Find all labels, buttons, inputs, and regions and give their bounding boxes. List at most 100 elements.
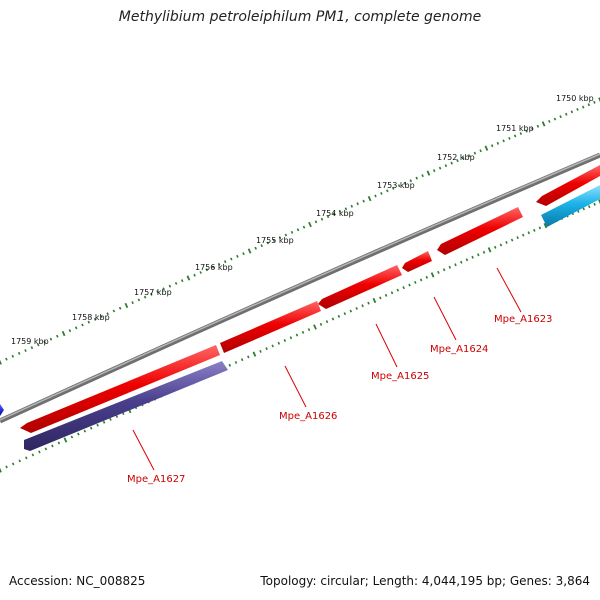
gene-label: Mpe_A1624: [430, 344, 488, 355]
minor-tick: [44, 447, 48, 451]
gene-arrow-offscreen-left[interactable]: [0, 404, 4, 416]
genome-backbone-highlight: [0, 153, 600, 421]
minor-tick: [525, 129, 528, 133]
minor-tick: [278, 236, 282, 240]
minor-tick: [272, 238, 276, 242]
minor-tick: [519, 132, 523, 136]
minor-tick: [462, 156, 465, 160]
minor-tick: [230, 257, 233, 261]
minor-tick: [493, 245, 497, 249]
minor-tick: [565, 112, 568, 116]
minor-tick: [384, 293, 388, 297]
gene-arrow-mpe-a1627-forward[interactable]: [20, 345, 220, 433]
minor-tick: [402, 286, 405, 290]
major-tick: [308, 221, 312, 228]
major-tick: [367, 195, 372, 202]
minor-tick: [131, 301, 134, 305]
leader-line: [284, 365, 307, 408]
major-tick: [543, 222, 548, 229]
minor-tick: [448, 265, 452, 269]
minor-tick: [11, 354, 15, 358]
minor-tick: [473, 151, 477, 155]
gene-arrow-mpe-a1624[interactable]: [402, 251, 432, 272]
minor-tick: [234, 360, 238, 364]
minor-tick: [223, 260, 227, 264]
tick-label: 1751 kbp: [496, 124, 534, 133]
minor-tick: [87, 320, 91, 324]
leader-line: [375, 323, 398, 368]
minor-tick: [31, 453, 35, 457]
minor-tick: [425, 275, 429, 279]
minor-tick: [344, 207, 348, 211]
minor-tick: [199, 271, 202, 274]
minor-tick: [559, 115, 562, 119]
gene-arrow-mpe-a1625[interactable]: [318, 265, 402, 309]
minor-tick: [193, 273, 196, 277]
major-tick: [313, 324, 317, 330]
minor-tick: [290, 230, 294, 234]
minor-tick: [17, 351, 21, 355]
minor-tick: [477, 253, 480, 257]
minor-tick: [521, 233, 525, 237]
minor-tick: [553, 117, 557, 121]
gene-arrow-mpe-a1627[interactable]: [24, 361, 228, 451]
minor-tick: [296, 228, 300, 232]
minor-tick: [415, 176, 418, 180]
minor-tick: [456, 159, 459, 163]
minor-tick: [350, 204, 354, 208]
major-tick: [124, 302, 129, 309]
minor-tick: [396, 288, 400, 292]
minor-tick: [505, 240, 508, 244]
minor-tick: [570, 110, 574, 114]
minor-tick: [444, 164, 448, 168]
minor-tick: [81, 323, 84, 327]
minor-tick: [516, 236, 519, 240]
minor-tick: [89, 426, 93, 430]
map-title: Methylibium petroleiphilum PM1, complete…: [118, 9, 482, 25]
leader-line: [496, 267, 522, 313]
minor-tick: [454, 263, 457, 267]
minor-tick: [465, 258, 469, 262]
minor-tick: [137, 298, 141, 302]
minor-tick: [57, 441, 61, 445]
minor-tick: [93, 317, 97, 321]
minor-tick: [587, 103, 591, 107]
minor-tick: [112, 309, 116, 313]
tick-label: 1750 kbp: [556, 94, 594, 103]
minor-tick: [83, 429, 87, 433]
minor-tick: [18, 459, 22, 463]
gene-arrow-mpe-a1626[interactable]: [220, 301, 321, 353]
gene-arrow-offscreen-forward[interactable]: [536, 165, 600, 206]
minor-tick: [326, 215, 330, 219]
minor-tick: [581, 105, 585, 109]
minor-tick: [24, 349, 27, 353]
gene-arrow-offscreen-reverse[interactable]: [541, 185, 600, 227]
minor-tick: [349, 309, 353, 313]
minor-tick: [56, 334, 59, 338]
minor-tick: [397, 184, 401, 188]
minor-tick: [115, 414, 119, 418]
minor-tick: [319, 322, 323, 326]
minor-tick: [513, 134, 517, 138]
minor-tick: [471, 255, 474, 259]
minor-tick: [247, 355, 250, 359]
minor-tick: [533, 228, 536, 232]
reverse-genes: [24, 185, 600, 451]
label-leaders: [132, 267, 522, 471]
minor-tick: [265, 347, 268, 351]
minor-tick: [25, 456, 28, 460]
tick-label: 1753 kbp: [377, 181, 415, 190]
minor-tick: [442, 268, 446, 272]
major-tick: [63, 437, 68, 443]
minor-tick: [338, 209, 342, 213]
minor-tick: [277, 341, 281, 345]
major-tick: [0, 467, 2, 473]
major-tick: [186, 275, 191, 281]
major-tick: [487, 247, 492, 253]
gene-arrow-mpe-a1623[interactable]: [437, 207, 523, 255]
gene-label: Mpe_A1625: [371, 371, 429, 382]
minor-tick: [260, 244, 263, 248]
minor-tick: [240, 358, 244, 362]
minor-tick: [205, 268, 209, 272]
